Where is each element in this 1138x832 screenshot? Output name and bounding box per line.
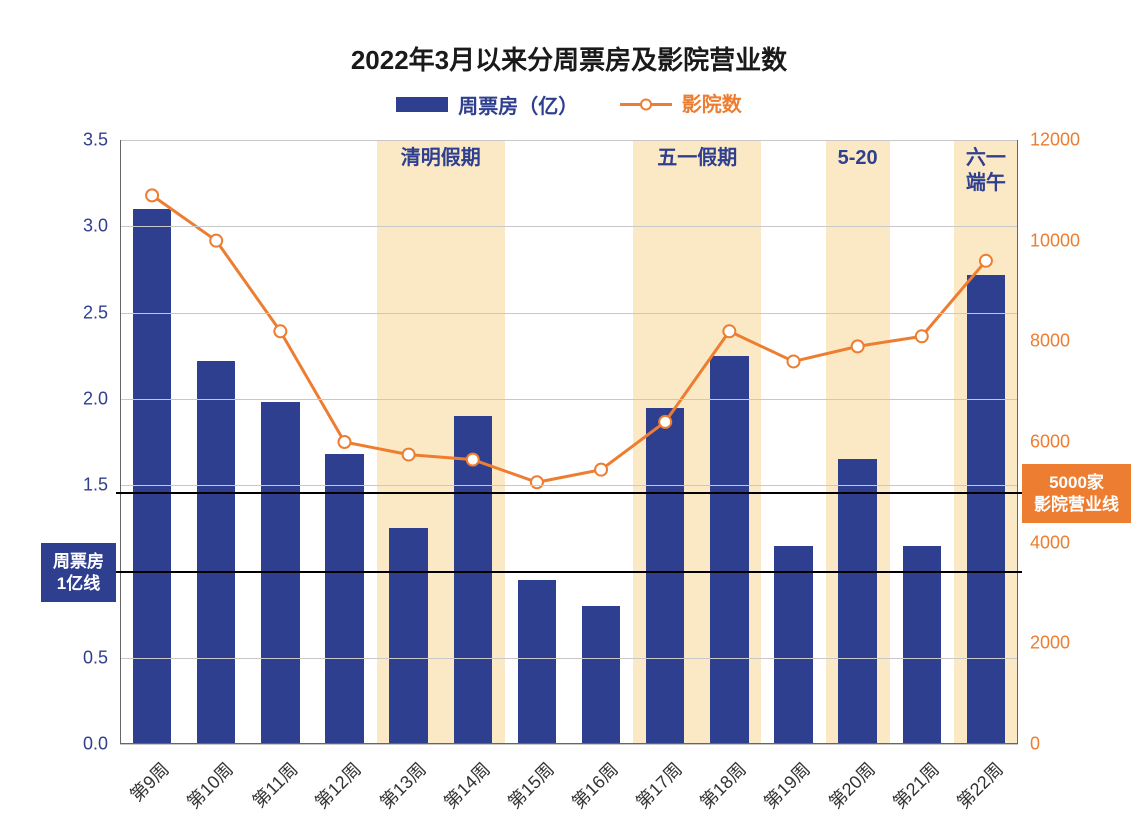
bar [967, 275, 1005, 744]
x-tick-label: 第11周 [246, 756, 303, 813]
y-left-tick: 1.5 [83, 475, 108, 496]
grid-line [120, 140, 1018, 141]
grid-line [120, 744, 1018, 745]
y-right-tick: 6000 [1030, 432, 1070, 453]
x-axis-labels: 第9周第10周第11周第12周第13周第14周第15周第16周第17周第18周第… [120, 744, 1018, 814]
x-tick-label: 第14周 [437, 756, 495, 814]
grid-line [120, 313, 1018, 314]
y-left-tick: 2.0 [83, 388, 108, 409]
grid-line [120, 399, 1018, 400]
x-tick-label: 第22周 [950, 756, 1008, 814]
grid-line [120, 485, 1018, 486]
y-right-tick: 12000 [1030, 130, 1080, 151]
bars-layer [120, 140, 1018, 744]
x-tick-label: 第19周 [758, 756, 816, 814]
bar [325, 454, 363, 744]
y-right-tick: 8000 [1030, 331, 1070, 352]
y-left-tick: 3.5 [83, 130, 108, 151]
x-tick-label: 第18周 [694, 756, 752, 814]
y-right-tick: 10000 [1030, 230, 1080, 251]
y-left-tick: 0.5 [83, 647, 108, 668]
bar [197, 361, 235, 744]
x-tick-label: 第10周 [181, 756, 239, 814]
reference-callout: 5000家 影院营业线 [1022, 464, 1131, 523]
bar [903, 546, 941, 744]
y-left-tick: 0.0 [83, 734, 108, 755]
legend-item-line: 影院数 [620, 88, 742, 117]
bar [774, 546, 812, 744]
chart-container: 2022年3月以来分周票房及影院营业数 周票房（亿） 影院数 六一 端午5-20… [0, 0, 1138, 832]
bar [133, 209, 171, 744]
y-left-tick: 3.0 [83, 216, 108, 237]
bar [838, 459, 876, 744]
legend-swatch-bar [396, 97, 448, 112]
x-tick-label: 第16周 [565, 756, 623, 814]
bar [389, 528, 427, 744]
grid-line [120, 226, 1018, 227]
x-tick-label: 第17周 [630, 756, 688, 814]
grid-line [120, 658, 1018, 659]
legend-label-line: 影院数 [682, 88, 742, 117]
legend-item-bars: 周票房（亿） [396, 90, 578, 119]
bar [710, 356, 748, 744]
x-tick-label: 第13周 [373, 756, 431, 814]
reference-line [116, 571, 1022, 573]
x-tick-label: 第9周 [124, 756, 175, 807]
bar [518, 580, 556, 744]
bar [582, 606, 620, 744]
x-tick-label: 第12周 [309, 756, 367, 814]
reference-callout: 周票房 1亿线 [41, 543, 116, 602]
axis-border-bottom [120, 743, 1018, 744]
bar [646, 408, 684, 745]
x-tick-label: 第21周 [886, 756, 944, 814]
y-right-tick: 2000 [1030, 633, 1070, 654]
reference-line [116, 492, 1022, 494]
axis-border-right [1017, 140, 1018, 744]
axis-border-left [120, 140, 121, 744]
plot-area: 六一 端午5-20五一假期清明假期 0.00.51.01.52.02.53.03… [120, 140, 1018, 744]
bar [454, 416, 492, 744]
y-right-tick: 4000 [1030, 532, 1070, 553]
y-right-tick: 0 [1030, 734, 1040, 755]
chart-legend: 周票房（亿） 影院数 [0, 88, 1138, 119]
legend-label-bars: 周票房（亿） [458, 90, 578, 119]
chart-title: 2022年3月以来分周票房及影院营业数 [0, 40, 1138, 77]
y-left-tick: 2.5 [83, 302, 108, 323]
legend-swatch-line [620, 95, 672, 110]
x-tick-label: 第15周 [501, 756, 559, 814]
x-tick-label: 第20周 [822, 756, 880, 814]
